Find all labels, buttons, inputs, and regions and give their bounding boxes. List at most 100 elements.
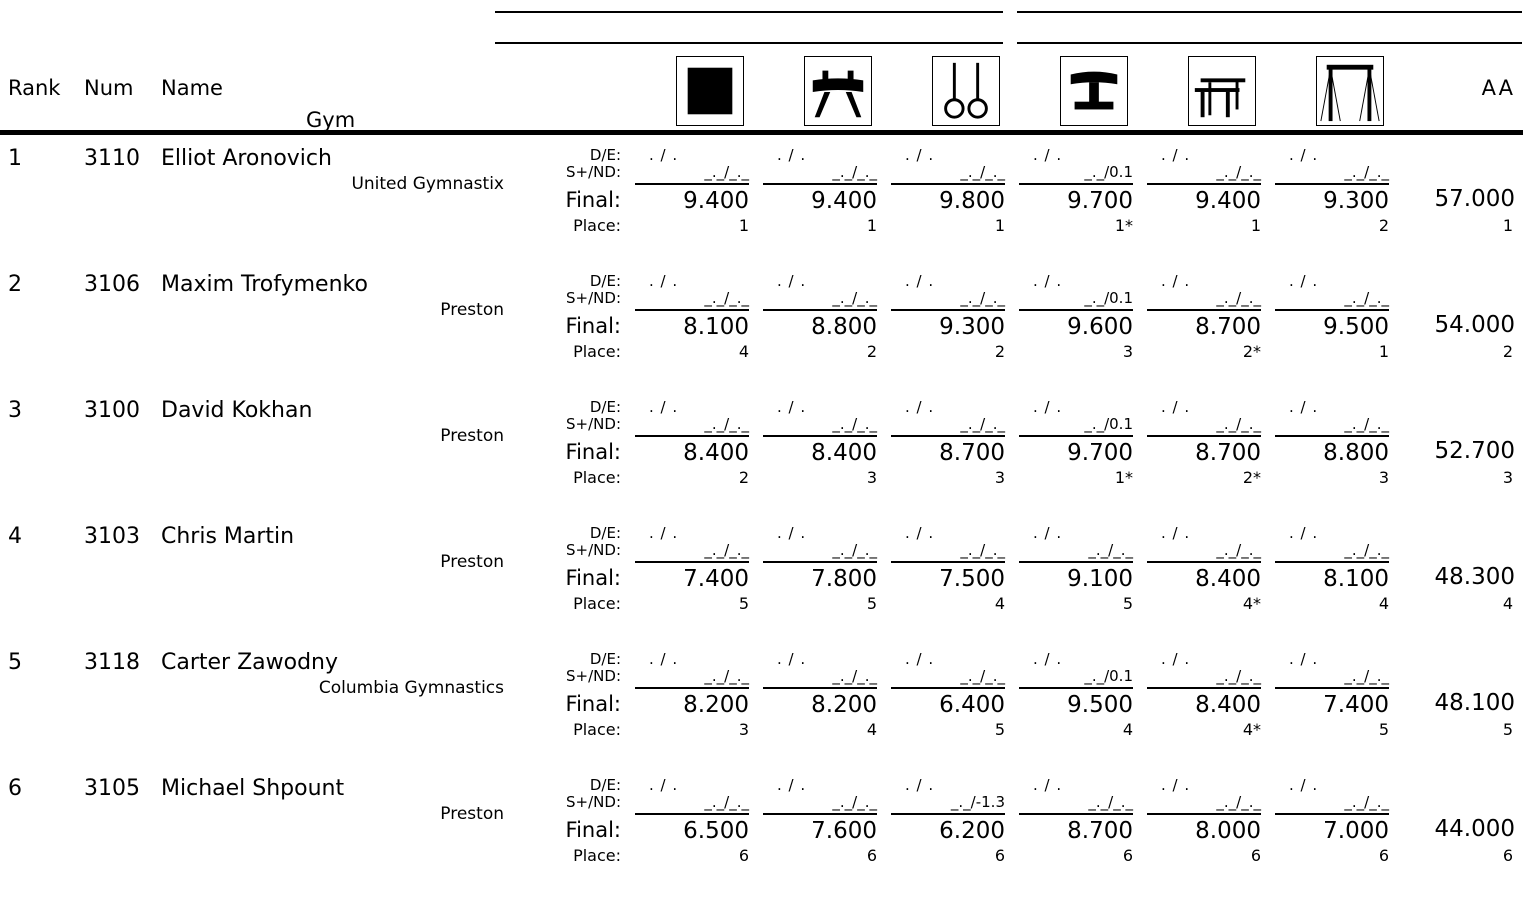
event-place: 3 <box>994 468 1005 487</box>
sn-score: _._/_._ <box>704 793 749 811</box>
athlete-name: David Kokhan <box>161 398 313 423</box>
score-rule <box>1147 561 1261 563</box>
score-rule <box>1147 813 1261 815</box>
final-score: 8.400 <box>1195 692 1261 718</box>
aa-place: 2 <box>1502 342 1513 361</box>
sn-score: _._/_._ <box>1088 793 1133 811</box>
event-score: . / . _._/_._ 8.200 4 <box>763 650 877 750</box>
sn-label: S+/ND: <box>566 793 621 811</box>
event-place: 5 <box>1378 720 1389 739</box>
sn-score: _._/_._ <box>832 163 877 181</box>
final-label: Final: <box>565 818 621 842</box>
de-label: D/E: <box>589 398 621 416</box>
sn-label: S+/ND: <box>566 163 621 181</box>
de-score: . / . <box>777 398 807 416</box>
de-score: . / . <box>1161 146 1191 164</box>
final-score: 7.400 <box>683 566 749 592</box>
aa-score: 48.300 <box>1434 564 1515 590</box>
event-score: . / . _._/_._ 8.700 2* <box>1147 398 1261 498</box>
score-rule <box>1019 813 1133 815</box>
final-score: 8.100 <box>1323 566 1389 592</box>
aa-place: 4 <box>1502 594 1513 613</box>
event-place: 2* <box>1242 468 1261 487</box>
event-score: . / . _._/_._ 8.100 4 <box>1275 524 1389 624</box>
event-score: . / . _._/0.1 9.500 4 <box>1019 650 1133 750</box>
event-place: 5 <box>994 720 1005 739</box>
athlete-name: Maxim Trofymenko <box>161 272 368 297</box>
de-label: D/E: <box>589 776 621 794</box>
event-place: 1* <box>1114 216 1133 235</box>
final-label: Final: <box>565 566 621 590</box>
num-header: Num <box>84 76 134 100</box>
event-place: 6 <box>994 846 1005 865</box>
sn-score: _._/0.1 <box>1084 289 1133 307</box>
place-label: Place: <box>573 846 621 865</box>
event-place: 4 <box>994 594 1005 613</box>
score-rule <box>635 813 749 815</box>
score-rule <box>763 435 877 437</box>
de-score: . / . <box>777 272 807 290</box>
aa-score: 48.100 <box>1434 690 1515 716</box>
event-score: . / . _._/_._ 8.800 3 <box>1275 398 1389 498</box>
gym-name: Preston <box>440 804 504 824</box>
final-score: 7.000 <box>1323 818 1389 844</box>
de-score: . / . <box>1161 650 1191 668</box>
final-label: Final: <box>565 440 621 464</box>
de-score: . / . <box>1289 398 1319 416</box>
header-rule-top-right <box>1017 11 1522 13</box>
event-place: 6 <box>866 846 877 865</box>
gym-name: Columbia Gymnastics <box>318 678 504 698</box>
de-score: . / . <box>1289 650 1319 668</box>
sn-score: _._/_._ <box>1216 415 1261 433</box>
de-score: . / . <box>905 776 935 794</box>
sn-score: _._/_._ <box>1344 415 1389 433</box>
event-place: 2* <box>1242 342 1261 361</box>
event-score: . / . _._/_._ 8.800 2 <box>763 272 877 372</box>
de-score: . / . <box>1289 272 1319 290</box>
athlete-name: Chris Martin <box>161 524 295 549</box>
event-score: . / . _._/_._ 9.500 1 <box>1275 272 1389 372</box>
event-score: . / . _._/0.1 9.600 3 <box>1019 272 1133 372</box>
sn-label: S+/ND: <box>566 415 621 433</box>
event-place: 1 <box>738 216 749 235</box>
de-score: . / . <box>1033 650 1063 668</box>
event-score: . / . _._/_._ 8.100 4 <box>635 272 749 372</box>
gym-name: United Gymnastix <box>351 174 504 194</box>
score-rule <box>635 309 749 311</box>
event-place: 1 <box>994 216 1005 235</box>
event-score: . / . _._/0.1 9.700 1* <box>1019 398 1133 498</box>
de-score: . / . <box>1161 272 1191 290</box>
event-score: . / . _._/_._ 6.400 5 <box>891 650 1005 750</box>
final-score: 9.400 <box>683 188 749 214</box>
gym-header: Gym <box>306 108 356 132</box>
sn-score: _._/0.1 <box>1084 163 1133 181</box>
event-place: 6 <box>1250 846 1261 865</box>
sn-score: _._/-1.3 <box>950 793 1005 811</box>
final-score: 9.700 <box>1067 440 1133 466</box>
event-place: 4* <box>1242 594 1261 613</box>
event-place: 2 <box>866 342 877 361</box>
event-score: . / . _._/_._ 7.600 6 <box>763 776 877 876</box>
event-score: . / . _._/_._ 7.500 4 <box>891 524 1005 624</box>
final-score: 9.300 <box>939 314 1005 340</box>
de-score: . / . <box>777 146 807 164</box>
event-score: . / . _._/_._ 8.400 4* <box>1147 650 1261 750</box>
de-score: . / . <box>777 650 807 668</box>
score-rule <box>1147 687 1261 689</box>
event-score: . / . _._/-1.3 6.200 6 <box>891 776 1005 876</box>
event-score: . / . _._/_._ 7.400 5 <box>1275 650 1389 750</box>
athlete-number: 3100 <box>84 398 140 423</box>
rank-value: 5 <box>8 650 22 675</box>
final-score: 8.700 <box>1195 440 1261 466</box>
event-place: 6 <box>1378 846 1389 865</box>
de-score: . / . <box>1289 776 1319 794</box>
de-score: . / . <box>1033 146 1063 164</box>
score-rule <box>1019 687 1133 689</box>
event-place: 3 <box>866 468 877 487</box>
sn-score: _._/_._ <box>960 289 1005 307</box>
final-score: 9.800 <box>939 188 1005 214</box>
sn-score: _._/_._ <box>832 667 877 685</box>
sn-score: _._/_._ <box>1216 289 1261 307</box>
de-score: . / . <box>649 272 679 290</box>
score-rule <box>891 561 1005 563</box>
